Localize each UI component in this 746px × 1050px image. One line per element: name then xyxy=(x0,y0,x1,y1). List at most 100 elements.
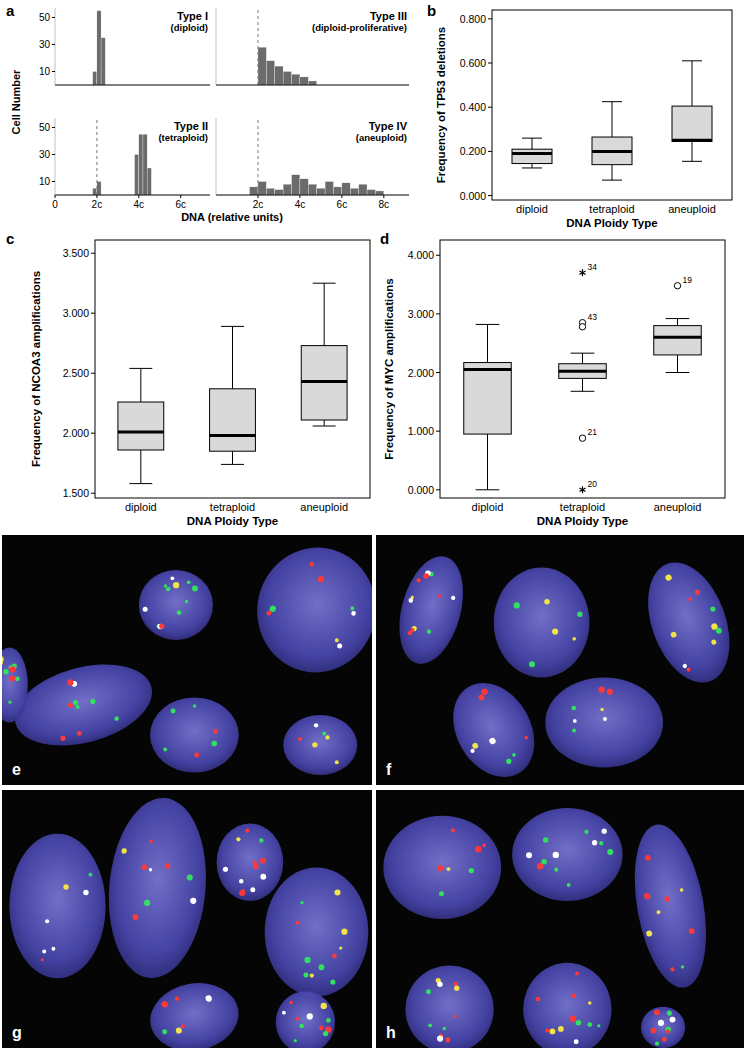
upper-whisker xyxy=(532,138,533,149)
x-tick xyxy=(138,195,139,198)
fish-signal xyxy=(439,891,444,896)
box-group xyxy=(118,283,347,483)
y-tick-label: 0.600 xyxy=(460,57,486,69)
median xyxy=(118,431,164,434)
y-tick-label: 2.000 xyxy=(63,427,89,439)
nucleus-group xyxy=(405,965,493,1048)
median xyxy=(301,380,347,383)
histogram-bars xyxy=(93,120,152,195)
fish-signal xyxy=(318,964,324,970)
fish-signal xyxy=(428,1023,432,1027)
outlier-label: 21 xyxy=(588,427,598,437)
bar xyxy=(275,190,283,195)
min-cap xyxy=(666,372,690,373)
fish-signal xyxy=(686,667,691,672)
fish-signal xyxy=(289,1001,293,1005)
fish-signal xyxy=(454,986,459,991)
x-tick-label: diploid xyxy=(516,203,548,215)
fish-signal xyxy=(325,735,329,739)
fish-signal xyxy=(575,972,579,976)
fish-signal xyxy=(598,687,604,693)
fish-signal xyxy=(309,562,314,567)
fish-signal xyxy=(194,753,199,758)
nucleus-group xyxy=(383,816,501,919)
min-cap xyxy=(129,483,152,484)
fish-signal xyxy=(715,627,722,634)
micrograph xyxy=(376,790,744,1048)
panel-letter: g xyxy=(12,1024,22,1041)
fish-signal xyxy=(543,837,548,842)
fish-signal xyxy=(694,589,700,595)
fish-signal xyxy=(576,1020,581,1025)
y-axis-line xyxy=(55,118,56,195)
y-tick-label: 1.000 xyxy=(408,425,434,437)
lower-whisker xyxy=(140,450,141,484)
bar xyxy=(308,184,316,195)
panel-letter: a xyxy=(6,2,15,19)
outlier-label: 20 xyxy=(588,479,598,489)
bar xyxy=(292,74,300,85)
fish-signal xyxy=(655,1041,659,1045)
fish-signal xyxy=(437,865,443,871)
box xyxy=(118,402,164,450)
fish-signal xyxy=(454,982,458,986)
max-cap xyxy=(571,353,595,354)
min-cap xyxy=(682,161,702,162)
fish-signal xyxy=(475,846,481,852)
fish-signal xyxy=(526,852,532,858)
bar xyxy=(258,181,266,195)
panel-letter: e xyxy=(12,761,21,778)
fish-signal xyxy=(10,666,16,672)
bar xyxy=(266,188,274,195)
fish-signal xyxy=(187,874,193,880)
y-tick xyxy=(52,181,55,182)
fish-signal xyxy=(173,582,179,588)
x-axis-label: DNA Ploidy Type xyxy=(187,515,278,527)
fish-signal xyxy=(239,879,243,883)
outlier-star xyxy=(579,486,585,493)
plot-frame xyxy=(440,240,725,498)
fish-signal xyxy=(587,1022,592,1027)
x-axis-label: DNA Ploidy Type xyxy=(566,217,657,229)
nucleus xyxy=(545,678,663,768)
fish-signal xyxy=(314,723,318,727)
fish-signal xyxy=(667,1011,672,1016)
bar xyxy=(97,11,101,85)
fish-signal xyxy=(334,890,340,896)
fish-signal xyxy=(321,1003,327,1009)
fish-signal xyxy=(332,953,337,958)
fish-signal xyxy=(426,629,431,634)
fish-signal xyxy=(239,890,245,896)
y-tick xyxy=(91,313,95,314)
median xyxy=(592,150,632,153)
nucleus-group xyxy=(545,678,663,768)
y-axis-line xyxy=(216,8,217,85)
nucleus-group xyxy=(641,1007,685,1048)
fish-signal xyxy=(437,981,442,986)
fish-signal xyxy=(187,580,191,584)
fish-signal xyxy=(175,996,180,1001)
fish-signal xyxy=(679,888,683,892)
y-tick-label: 30 xyxy=(39,149,51,160)
y-axis-line xyxy=(216,118,217,195)
fish-signal xyxy=(75,705,80,710)
min-cap xyxy=(476,489,500,490)
fish-signal xyxy=(298,737,302,741)
y-tick-label: 10 xyxy=(39,66,51,77)
histogram-bars xyxy=(93,11,106,85)
y-tick xyxy=(488,63,492,64)
upper-whisker xyxy=(487,324,488,362)
fish-signal xyxy=(682,663,687,668)
background xyxy=(0,0,746,1050)
fish-signal xyxy=(310,973,314,977)
y-tick-label: 1.500 xyxy=(63,487,89,499)
y-tick-label: 2.000 xyxy=(408,367,434,379)
fish-signal xyxy=(83,890,88,895)
fish-signal xyxy=(180,1024,185,1029)
nucleus xyxy=(623,819,717,993)
fish-signal xyxy=(307,1013,313,1019)
lower-whisker xyxy=(487,434,488,490)
y-tick xyxy=(52,71,55,72)
fish-signal xyxy=(149,868,153,872)
fish-signal xyxy=(266,610,272,616)
